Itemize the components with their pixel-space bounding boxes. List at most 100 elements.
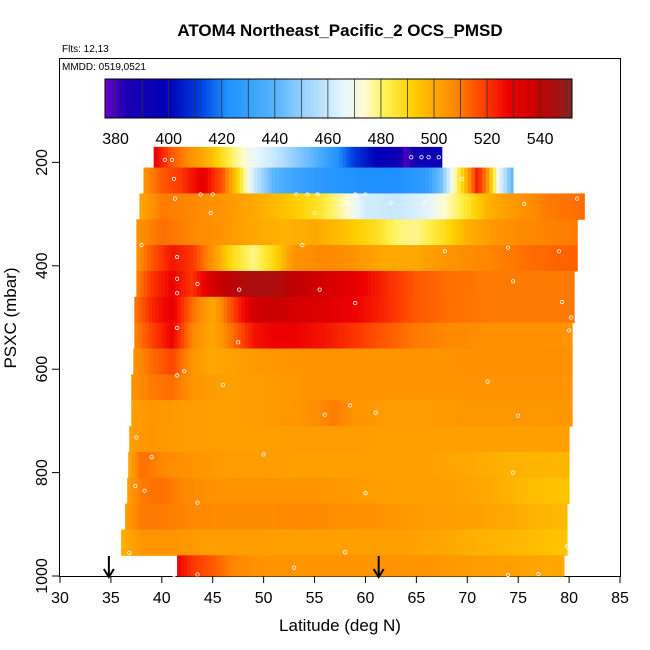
heat-cell-band14: [281, 503, 287, 530]
heat-cell-band1: [221, 167, 226, 194]
heat-cell-band5: [343, 270, 348, 298]
heat-cell-band10: [152, 400, 157, 427]
heat-cell-band13: [308, 477, 314, 505]
heat-cell-band15: [128, 529, 133, 556]
heat-cell-band16: [398, 555, 403, 577]
heat-cell-band11: [435, 426, 440, 453]
heat-cell-band16: [487, 555, 492, 577]
sample-marker: [174, 373, 180, 378]
heat-cell-band16: [494, 555, 499, 577]
heat-cell-band13: [344, 477, 349, 505]
heat-cell-band5: [467, 270, 472, 298]
heat-cell-band12: [388, 451, 393, 479]
heat-cell-band2: [342, 193, 347, 220]
heat-cell-band4: [531, 245, 536, 272]
heat-cell-band3: [257, 219, 262, 246]
heat-cell-band4: [574, 245, 578, 272]
heat-cell-band14: [285, 503, 290, 530]
sample-marker: [294, 192, 299, 197]
heat-cell-band0: [217, 146, 222, 169]
heat-cell-band12: [555, 451, 560, 479]
heat-cell-band2: [328, 193, 333, 220]
heat-cell-band11: [539, 426, 544, 453]
heat-cell-band9: [405, 374, 410, 401]
heat-cell-band15: [370, 529, 375, 556]
heat-cell-band13: [184, 477, 189, 505]
heat-cell-band1: [396, 167, 401, 194]
x-axis: 30 35 40 45 50 55 60 65 70 75 80 85: [51, 576, 629, 607]
sample-marker: [556, 249, 562, 254]
heat-cell-band4: [328, 245, 333, 272]
heat-cell-band1: [325, 167, 330, 194]
heat-cell-band16: [440, 555, 445, 577]
heat-cell-band6: [308, 296, 314, 324]
heat-cell-band11: [403, 426, 408, 453]
heat-cell-band6: [152, 296, 157, 324]
heat-cell-band2: [260, 193, 265, 220]
heat-cell-band10: [241, 400, 246, 427]
heat-cell-band6: [387, 296, 392, 324]
heat-cell-band10: [198, 400, 204, 427]
heat-cell-band3: [542, 219, 547, 246]
heat-cell-band7: [362, 322, 367, 350]
heat-cell-band1: [264, 167, 269, 194]
heat-cell-band2: [224, 193, 230, 220]
heat-cell-band7: [241, 322, 246, 350]
heat-cell-band15: [206, 529, 211, 556]
sample-marker: [363, 192, 368, 197]
heat-cell-band15: [146, 529, 151, 556]
heat-cell-band11: [460, 426, 465, 453]
heat-cell-band11: [236, 426, 241, 453]
heat-cell-band13: [508, 477, 513, 505]
heat-cell-band4: [467, 245, 472, 272]
heat-cell-band6: [194, 296, 199, 324]
heat-cell-band6: [490, 296, 495, 324]
heat-cell-band6: [244, 296, 249, 324]
heat-cell-band4: [474, 245, 479, 272]
heat-cell-band8: [436, 348, 441, 375]
heat-cell-band12: [128, 451, 133, 479]
heat-cell-band16: [262, 555, 267, 577]
heat-cell-band8: [400, 348, 405, 375]
sample-marker: [522, 201, 527, 206]
heat-cell-band10: [533, 400, 539, 427]
heat-cell-band0: [264, 146, 269, 169]
heat-cell-band10: [345, 400, 350, 427]
heat-cell-band10: [320, 400, 325, 427]
heat-cell-band5: [524, 270, 529, 298]
heat-cell-band9: [277, 374, 282, 401]
heat-cell-band15: [245, 529, 250, 556]
heat-cell-band14: [552, 503, 557, 530]
heat-cell-band6: [394, 296, 399, 324]
heat-cell-band12: [374, 451, 379, 479]
heat-cell-band7: [415, 322, 420, 350]
heat-cell-band8: [286, 348, 291, 375]
heat-cell-band11: [360, 426, 365, 453]
heat-cell-band7: [512, 322, 517, 350]
colorbar-tick-520: 520: [474, 131, 501, 148]
heat-cell-band2: [534, 193, 540, 220]
heat-cell-band6: [480, 296, 485, 324]
heat-cell-band7: [308, 322, 314, 350]
heat-cell-band1: [253, 167, 259, 194]
heat-cell-band5: [339, 270, 344, 298]
heat-cell-band16: [462, 555, 467, 577]
heat-cell-band14: [317, 503, 322, 530]
heat-cell-band5: [425, 270, 430, 298]
heat-cell-band6: [373, 296, 378, 324]
heat-cell-band5: [506, 270, 512, 298]
heat-cell-band2: [385, 193, 390, 220]
sample-marker: [198, 192, 203, 197]
heat-cell-band8: [347, 348, 352, 375]
heat-cell-band6: [515, 296, 520, 324]
heat-cell-band0: [274, 146, 279, 169]
heat-cell-band1: [474, 167, 479, 194]
heat-cell-band6: [469, 296, 474, 324]
heat-cell-band15: [448, 529, 454, 556]
heat-cell-band2: [581, 193, 585, 220]
heat-cell-band11: [457, 426, 462, 453]
heat-cell-band9: [313, 374, 318, 401]
heat-cell-band5: [161, 270, 166, 298]
heat-cell-band5: [400, 270, 405, 298]
heat-cell-band6: [380, 296, 385, 324]
